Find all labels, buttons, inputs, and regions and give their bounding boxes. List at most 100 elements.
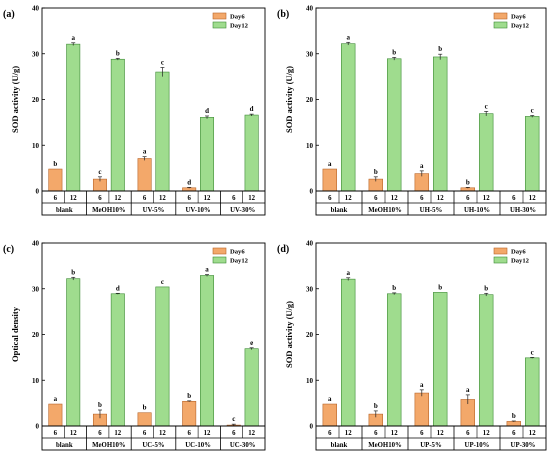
bar bbox=[137, 412, 152, 427]
category-label: UC-30% bbox=[230, 442, 256, 449]
day-sublabel: 6 bbox=[420, 195, 424, 202]
chart-panel-3: (c) 0 10 20 30 40 Optical density Day6 Day12 a 6 b 1… bbox=[3, 240, 266, 451]
y-tick-label: 20 bbox=[32, 331, 40, 339]
legend-label: Day6 bbox=[511, 14, 526, 21]
chart-panel-2: (b) 0 10 20 30 40 SOD activity (U/g) Day6 Day12 a… bbox=[277, 5, 547, 216]
category-label: MeOH10% bbox=[92, 442, 126, 449]
bar bbox=[244, 348, 259, 427]
legend-swatch bbox=[493, 21, 508, 29]
bar bbox=[386, 58, 402, 192]
day-sublabel: 12 bbox=[204, 430, 211, 437]
day-sublabel: 12 bbox=[114, 430, 121, 437]
category-label: MeOH10% bbox=[92, 207, 126, 214]
day-sublabel: 6 bbox=[466, 195, 470, 202]
day-sublabel: 12 bbox=[114, 195, 121, 202]
significance-letter: b bbox=[484, 284, 488, 292]
bar bbox=[432, 292, 448, 427]
day-sublabel: 6 bbox=[143, 430, 147, 437]
y-tick-label: 30 bbox=[32, 285, 40, 293]
category-label: blank bbox=[331, 442, 348, 449]
category-label: MeOH10% bbox=[368, 442, 402, 449]
y-tick-label: 40 bbox=[306, 5, 314, 13]
day-sublabel: 12 bbox=[391, 195, 398, 202]
y-axis-label: Optical density bbox=[10, 306, 20, 362]
significance-letter: a bbox=[205, 266, 209, 274]
category-label: UP-10% bbox=[465, 442, 490, 449]
day-sublabel: 12 bbox=[159, 195, 166, 202]
bar bbox=[110, 293, 125, 427]
significance-letter: a bbox=[328, 160, 332, 168]
bar bbox=[322, 168, 337, 192]
day-sublabel: 12 bbox=[345, 195, 352, 202]
plot-frame bbox=[315, 242, 547, 451]
significance-letter: c bbox=[531, 107, 534, 115]
day-sublabel: 6 bbox=[187, 430, 191, 437]
significance-letter: c bbox=[485, 102, 488, 110]
day-sublabel: 12 bbox=[159, 430, 166, 437]
day-sublabel: 12 bbox=[70, 430, 77, 437]
legend-label: Day12 bbox=[230, 23, 249, 30]
day-sublabel: 6 bbox=[98, 430, 102, 437]
significance-letter: b bbox=[392, 284, 396, 292]
category-label: blank bbox=[56, 442, 73, 449]
panel-label: (c) bbox=[3, 244, 14, 255]
bar bbox=[414, 392, 429, 427]
significance-letter: d bbox=[205, 107, 209, 115]
day-sublabel: 12 bbox=[345, 430, 352, 437]
day-sublabel: 6 bbox=[54, 430, 58, 437]
bar bbox=[137, 158, 152, 192]
category-label: UV-10% bbox=[186, 207, 211, 214]
y-tick-label: 20 bbox=[306, 331, 314, 339]
significance-letter: a bbox=[328, 395, 332, 403]
y-tick-label: 30 bbox=[32, 50, 40, 58]
bar bbox=[524, 116, 540, 192]
y-tick-label: 10 bbox=[306, 377, 314, 385]
y-tick-label: 0 bbox=[310, 423, 314, 431]
bar bbox=[386, 293, 402, 427]
y-tick-label: 0 bbox=[36, 423, 40, 431]
day-sublabel: 12 bbox=[483, 430, 490, 437]
legend-label: Day6 bbox=[230, 249, 245, 256]
day-sublabel: 12 bbox=[483, 195, 490, 202]
bar bbox=[182, 187, 197, 192]
y-tick-label: 30 bbox=[306, 50, 314, 58]
significance-letter: a bbox=[346, 33, 350, 41]
y-tick-label: 10 bbox=[306, 142, 314, 150]
day-sublabel: 6 bbox=[98, 195, 102, 202]
bar bbox=[200, 117, 215, 192]
bar bbox=[182, 400, 197, 427]
day-sublabel: 6 bbox=[54, 195, 58, 202]
significance-letter: d bbox=[250, 105, 254, 113]
bar bbox=[110, 58, 125, 192]
legend-swatch bbox=[212, 12, 227, 20]
category-label: UV-30% bbox=[230, 207, 255, 214]
day-sublabel: 6 bbox=[466, 430, 470, 437]
bar bbox=[155, 286, 170, 427]
bar bbox=[48, 403, 63, 427]
legend-swatch bbox=[212, 256, 227, 264]
bar bbox=[66, 278, 81, 427]
significance-letter: b bbox=[512, 412, 516, 420]
day-sublabel: 6 bbox=[187, 195, 191, 202]
significance-letter: c bbox=[161, 58, 164, 66]
significance-letter: b bbox=[187, 392, 191, 400]
y-tick-label: 0 bbox=[310, 188, 314, 196]
plot-frame bbox=[41, 242, 266, 451]
day-sublabel: 6 bbox=[143, 195, 147, 202]
y-tick-label: 0 bbox=[36, 188, 40, 196]
day-sublabel: 6 bbox=[374, 195, 378, 202]
legend-label: Day12 bbox=[511, 258, 530, 265]
bar bbox=[460, 187, 475, 192]
chart-panel-1: (a) 0 10 20 30 40 SOD activity (U/g) Day6 Day12 b… bbox=[3, 5, 266, 216]
y-axis-label: SOD activity (U/g) bbox=[284, 301, 294, 368]
significance-letter: b bbox=[71, 268, 75, 276]
day-sublabel: 6 bbox=[232, 430, 236, 437]
panel-label: (a) bbox=[3, 9, 15, 20]
significance-letter: a bbox=[420, 381, 424, 389]
significance-letter: a bbox=[420, 162, 424, 170]
significance-letter: c bbox=[232, 415, 235, 423]
y-tick-label: 20 bbox=[306, 96, 314, 104]
significance-letter: b bbox=[392, 48, 396, 56]
day-sublabel: 12 bbox=[529, 195, 536, 202]
